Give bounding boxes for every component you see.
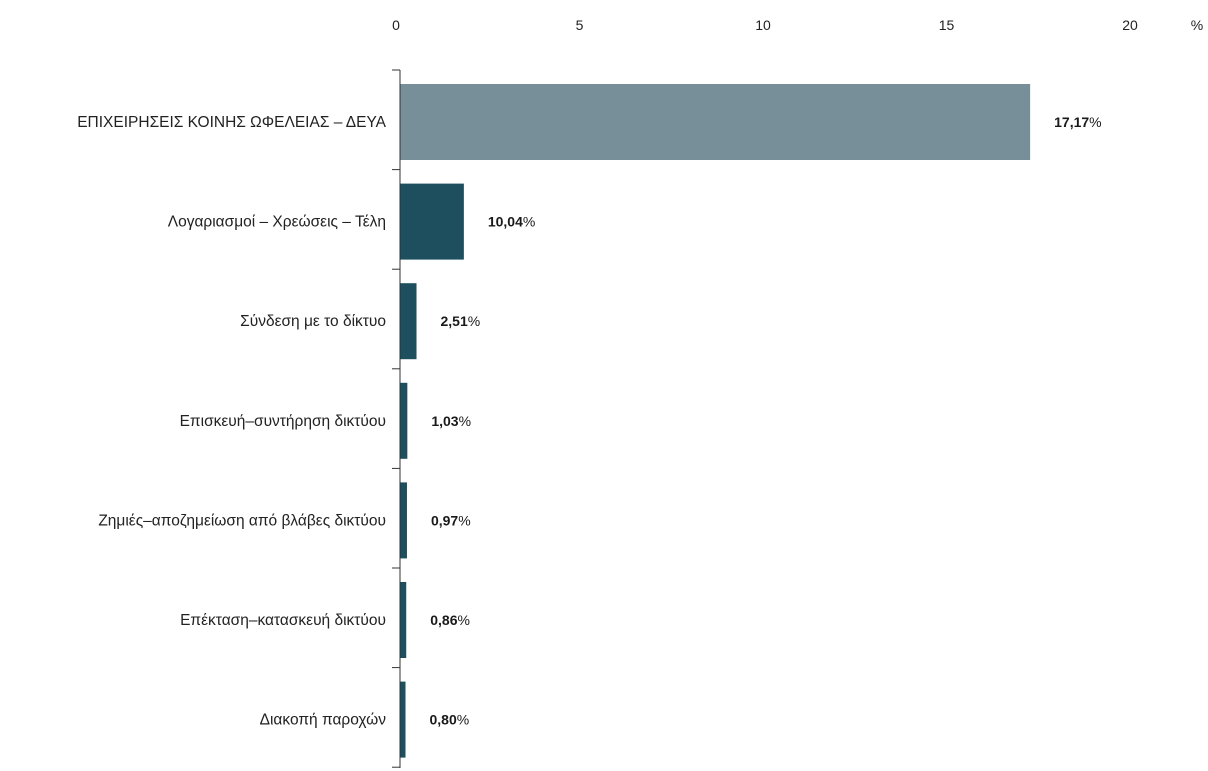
x-tick-label: 5 (576, 17, 584, 33)
x-tick-label: 15 (939, 17, 955, 33)
y-axis: ΕΠΙΧΕΙΡΗΣΕΙΣ ΚΟΙΝΗΣ ΩΦΕΛΕΙΑΣ – ΔΕΥΑ Λογαρ… (77, 69, 401, 768)
bar (400, 482, 407, 559)
bar (400, 582, 407, 658)
value-label: 10,04% (488, 214, 536, 230)
value-label: 0,97% (431, 512, 471, 528)
category-label: Λογαριασμοί – Χρεώσεις – Τέλη (168, 214, 386, 231)
value-label: 2,51% (441, 313, 481, 329)
category-label: ΕΠΙΧΕΙΡΗΣΕΙΣ ΚΟΙΝΗΣ ΩΦΕΛΕΙΑΣ – ΔΕΥΑ (77, 114, 386, 131)
category-label: Διακοπή παροχών (260, 712, 387, 729)
value-label: 17,17% (1054, 114, 1102, 130)
bar (400, 283, 417, 360)
bar (400, 382, 408, 459)
value-label: 1,03% (431, 413, 471, 429)
bar (400, 84, 1031, 160)
x-axis: 0 5 10 15 20% (392, 17, 1203, 33)
bar (400, 183, 464, 260)
category-label: Επισκευή–συντήρηση δικτύου (180, 413, 386, 430)
x-tick-label: 10 (755, 17, 771, 33)
x-tick-label: 20 (1122, 17, 1138, 33)
x-tick-label: 0 (392, 17, 400, 33)
category-label: Επέκταση–κατασκευή δικτύου (180, 612, 386, 629)
value-label: 0,86% (430, 612, 470, 628)
category-label: Ζημιές–αποζημείωση από βλάβες δικτύου (98, 512, 386, 529)
category-label: Σύνδεση με το δίκτυο (240, 313, 386, 330)
x-unit-label: % (1191, 17, 1203, 33)
bars: 17,17% 10,04% 2,51% 1,03% 0,97% 0,86% 0,80% (400, 84, 1102, 758)
value-label: 0,80% (430, 712, 470, 728)
bar (400, 681, 406, 758)
